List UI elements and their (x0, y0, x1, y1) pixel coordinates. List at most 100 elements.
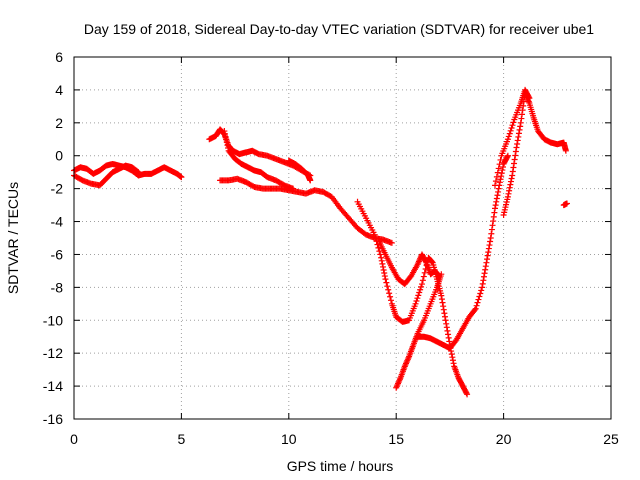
data-point (511, 160, 518, 167)
data-point (510, 119, 517, 126)
x-tick-label: 5 (178, 431, 186, 447)
data-point (496, 161, 503, 168)
data-point (449, 354, 456, 361)
data-point (421, 269, 428, 276)
y-tick-label: 6 (55, 49, 63, 65)
data-point (479, 280, 486, 287)
x-axis-label: GPS time / hours (287, 458, 394, 474)
series-8 (376, 238, 443, 288)
data-point (472, 305, 479, 312)
series-10 (414, 152, 511, 352)
data-point (134, 168, 141, 175)
data-point (471, 306, 478, 313)
data-point (444, 327, 451, 334)
data-point (514, 140, 521, 147)
data-point (481, 270, 488, 277)
data-point (387, 297, 394, 304)
data-point (512, 152, 519, 159)
y-tick-label: -4 (51, 214, 64, 230)
data-point (487, 238, 494, 245)
data-point (506, 130, 513, 137)
data-point (474, 299, 481, 306)
data-point (223, 139, 230, 146)
series-2 (71, 162, 142, 189)
data-point (381, 270, 388, 277)
data-point (499, 167, 506, 174)
data-point (487, 235, 494, 241)
data-point (493, 195, 500, 202)
data-point (420, 273, 427, 280)
data-point (475, 296, 482, 303)
data-point (488, 226, 495, 233)
data-point (380, 266, 387, 273)
data-point (380, 263, 387, 270)
data-point (440, 303, 447, 310)
data-point (379, 260, 386, 267)
data-point (482, 266, 489, 273)
data-point (494, 169, 501, 176)
data-point (135, 169, 142, 176)
data-point (509, 168, 516, 175)
plot-frame (73, 56, 612, 420)
y-tick-label: 2 (55, 115, 63, 131)
data-point (416, 289, 423, 296)
data-point (381, 273, 388, 280)
data-point (477, 290, 484, 297)
data-point (509, 172, 516, 179)
data-point (495, 185, 502, 192)
data-point (484, 252, 491, 259)
data-point (221, 128, 228, 135)
data-point (385, 286, 392, 293)
data-point (377, 251, 384, 258)
data-point (441, 310, 448, 317)
data-point (504, 136, 511, 143)
data-point (493, 198, 500, 205)
data-point (384, 283, 391, 290)
data-point (476, 293, 483, 300)
data-point (495, 165, 502, 172)
data-point (508, 175, 515, 182)
y-tick-label: -8 (51, 279, 64, 295)
data-point (419, 277, 426, 284)
data-point (490, 218, 497, 225)
data-point (517, 123, 524, 130)
data-point (505, 190, 512, 197)
data-point (440, 306, 447, 313)
data-point (383, 279, 390, 286)
data-point (442, 317, 449, 324)
data-point (464, 391, 471, 398)
data-point (441, 313, 448, 320)
data-point (438, 292, 445, 299)
data-point (378, 257, 385, 264)
data-point (450, 360, 457, 367)
data-point (225, 144, 232, 151)
data-point (413, 297, 420, 304)
data-point (506, 187, 513, 194)
data-point (418, 281, 425, 288)
data-point (222, 133, 229, 140)
data-point (443, 324, 450, 331)
chart-title: Day 159 of 2018, Sidereal Day-to-day VTE… (84, 21, 594, 37)
data-point (445, 334, 452, 341)
data-point (513, 144, 520, 151)
data-point (507, 181, 514, 188)
y-tick-label: -2 (51, 181, 64, 197)
y-tick-label: -16 (43, 411, 63, 427)
data-point (422, 258, 429, 265)
x-tick-label: 25 (603, 431, 619, 447)
data-point (504, 193, 511, 200)
data-point (438, 271, 445, 278)
data-point (378, 254, 385, 261)
data-point (494, 192, 501, 199)
data-point (491, 209, 498, 216)
data-point (515, 133, 522, 140)
data-point (486, 242, 493, 249)
data-point (517, 119, 524, 126)
data-point (178, 174, 185, 181)
data-point (480, 277, 487, 284)
data-point (429, 258, 436, 265)
data-point (490, 213, 497, 220)
data-point (512, 148, 519, 155)
